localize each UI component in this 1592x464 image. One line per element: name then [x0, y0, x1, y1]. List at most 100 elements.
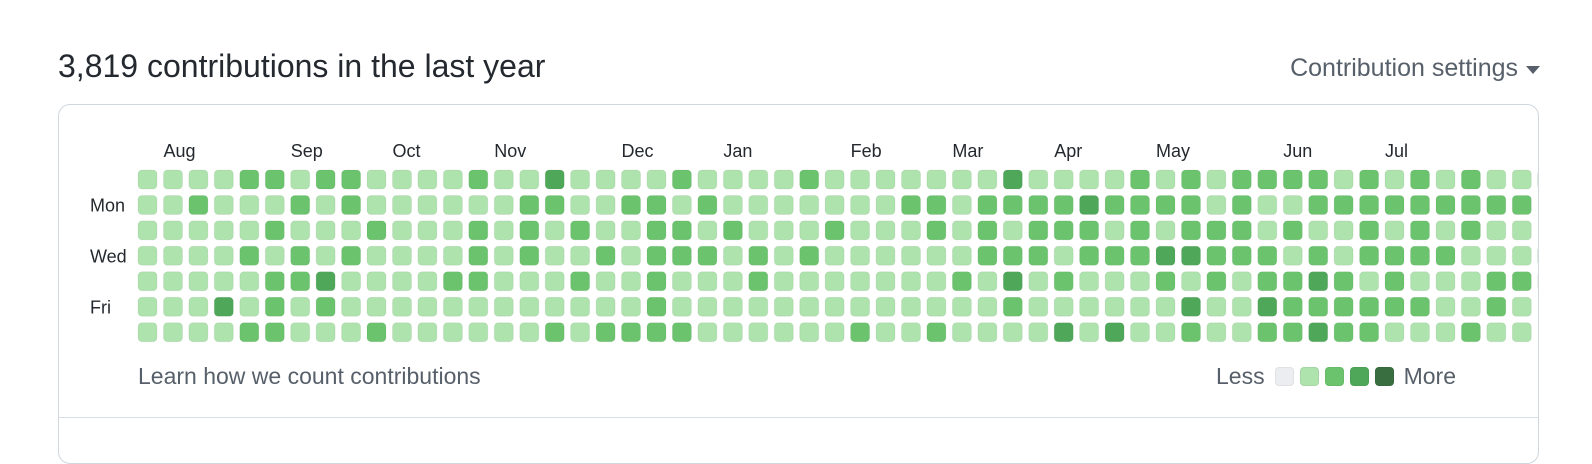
- contribution-day-cell[interactable]: [571, 246, 590, 265]
- contribution-day-cell[interactable]: [520, 323, 539, 342]
- contribution-day-cell[interactable]: [876, 272, 895, 291]
- contribution-day-cell[interactable]: [1003, 221, 1022, 240]
- contribution-day-cell[interactable]: [469, 170, 488, 189]
- contribution-day-cell[interactable]: [825, 196, 844, 215]
- contribution-day-cell[interactable]: [1156, 297, 1175, 316]
- contribution-day-cell[interactable]: [316, 221, 335, 240]
- contribution-day-cell[interactable]: [1054, 246, 1073, 265]
- contribution-day-cell[interactable]: [1283, 221, 1302, 240]
- contribution-day-cell[interactable]: [1385, 246, 1404, 265]
- contribution-day-cell[interactable]: [902, 196, 921, 215]
- contribution-day-cell[interactable]: [240, 196, 259, 215]
- contribution-day-cell[interactable]: [1487, 246, 1506, 265]
- contribution-day-cell[interactable]: [1258, 323, 1277, 342]
- contribution-day-cell[interactable]: [138, 170, 157, 189]
- contribution-day-cell[interactable]: [774, 272, 793, 291]
- contribution-day-cell[interactable]: [1487, 221, 1506, 240]
- contribution-day-cell[interactable]: [978, 170, 997, 189]
- contribution-day-cell[interactable]: [1283, 323, 1302, 342]
- contribution-day-cell[interactable]: [1054, 272, 1073, 291]
- contribution-day-cell[interactable]: [800, 246, 819, 265]
- contribution-day-cell[interactable]: [1105, 221, 1124, 240]
- contribution-day-cell[interactable]: [1232, 323, 1251, 342]
- contribution-day-cell[interactable]: [851, 196, 870, 215]
- contribution-day-cell[interactable]: [876, 297, 895, 316]
- contribution-day-cell[interactable]: [494, 297, 513, 316]
- contribution-day-cell[interactable]: [1385, 272, 1404, 291]
- contribution-day-cell[interactable]: [1512, 272, 1531, 291]
- contribution-day-cell[interactable]: [952, 221, 971, 240]
- contribution-day-cell[interactable]: [622, 323, 641, 342]
- contribution-day-cell[interactable]: [952, 246, 971, 265]
- contribution-day-cell[interactable]: [800, 221, 819, 240]
- contribution-day-cell[interactable]: [1207, 297, 1226, 316]
- contribution-day-cell[interactable]: [1461, 170, 1480, 189]
- contribution-day-cell[interactable]: [1080, 246, 1099, 265]
- contribution-day-cell[interactable]: [545, 221, 564, 240]
- contribution-day-cell[interactable]: [1309, 246, 1328, 265]
- contribution-day-cell[interactable]: [1411, 221, 1430, 240]
- contribution-day-cell[interactable]: [698, 297, 717, 316]
- contribution-day-cell[interactable]: [622, 196, 641, 215]
- contribution-day-cell[interactable]: [902, 246, 921, 265]
- contribution-day-cell[interactable]: [825, 221, 844, 240]
- contribution-day-cell[interactable]: [1258, 272, 1277, 291]
- contribution-day-cell[interactable]: [164, 272, 183, 291]
- contribution-day-cell[interactable]: [265, 297, 284, 316]
- contribution-day-cell[interactable]: [240, 297, 259, 316]
- contribution-day-cell[interactable]: [189, 323, 208, 342]
- contribution-day-cell[interactable]: [1105, 170, 1124, 189]
- contribution-day-cell[interactable]: [1182, 297, 1201, 316]
- contribution-day-cell[interactable]: [596, 246, 615, 265]
- contribution-day-cell[interactable]: [240, 170, 259, 189]
- contribution-day-cell[interactable]: [698, 323, 717, 342]
- contribution-day-cell[interactable]: [138, 221, 157, 240]
- contribution-day-cell[interactable]: [1054, 221, 1073, 240]
- contribution-day-cell[interactable]: [265, 246, 284, 265]
- contribution-day-cell[interactable]: [545, 246, 564, 265]
- contribution-day-cell[interactable]: [978, 196, 997, 215]
- contribution-day-cell[interactable]: [1182, 272, 1201, 291]
- contribution-day-cell[interactable]: [240, 323, 259, 342]
- contribution-day-cell[interactable]: [164, 297, 183, 316]
- contribution-day-cell[interactable]: [800, 297, 819, 316]
- contribution-day-cell[interactable]: [927, 196, 946, 215]
- contribution-day-cell[interactable]: [1334, 196, 1353, 215]
- contribution-day-cell[interactable]: [1029, 272, 1048, 291]
- contribution-day-cell[interactable]: [1360, 272, 1379, 291]
- contribution-day-cell[interactable]: [851, 323, 870, 342]
- contribution-day-cell[interactable]: [418, 323, 437, 342]
- contribution-day-cell[interactable]: [265, 196, 284, 215]
- contribution-day-cell[interactable]: [1003, 297, 1022, 316]
- contribution-day-cell[interactable]: [367, 323, 386, 342]
- contribution-day-cell[interactable]: [265, 221, 284, 240]
- contribution-day-cell[interactable]: [622, 221, 641, 240]
- contribution-day-cell[interactable]: [1436, 246, 1455, 265]
- contribution-day-cell[interactable]: [291, 297, 310, 316]
- contribution-day-cell[interactable]: [214, 170, 233, 189]
- contribution-day-cell[interactable]: [902, 323, 921, 342]
- contribution-day-cell[interactable]: [647, 246, 666, 265]
- contribution-day-cell[interactable]: [1080, 297, 1099, 316]
- contribution-day-cell[interactable]: [1182, 323, 1201, 342]
- contribution-day-cell[interactable]: [1080, 323, 1099, 342]
- contribution-day-cell[interactable]: [367, 221, 386, 240]
- contribution-day-cell[interactable]: [214, 246, 233, 265]
- contribution-day-cell[interactable]: [545, 323, 564, 342]
- contribution-day-cell[interactable]: [927, 297, 946, 316]
- contribution-day-cell[interactable]: [316, 323, 335, 342]
- contribution-day-cell[interactable]: [1309, 272, 1328, 291]
- contribution-day-cell[interactable]: [876, 170, 895, 189]
- contribution-day-cell[interactable]: [1334, 170, 1353, 189]
- contribution-day-cell[interactable]: [800, 272, 819, 291]
- contribution-day-cell[interactable]: [596, 323, 615, 342]
- contribution-day-cell[interactable]: [189, 297, 208, 316]
- contribution-day-cell[interactable]: [927, 170, 946, 189]
- contribution-day-cell[interactable]: [494, 323, 513, 342]
- contribution-day-cell[interactable]: [596, 297, 615, 316]
- contribution-day-cell[interactable]: [622, 297, 641, 316]
- contribution-day-cell[interactable]: [1385, 196, 1404, 215]
- contribution-day-cell[interactable]: [1080, 272, 1099, 291]
- contribution-day-cell[interactable]: [723, 297, 742, 316]
- contribution-day-cell[interactable]: [978, 323, 997, 342]
